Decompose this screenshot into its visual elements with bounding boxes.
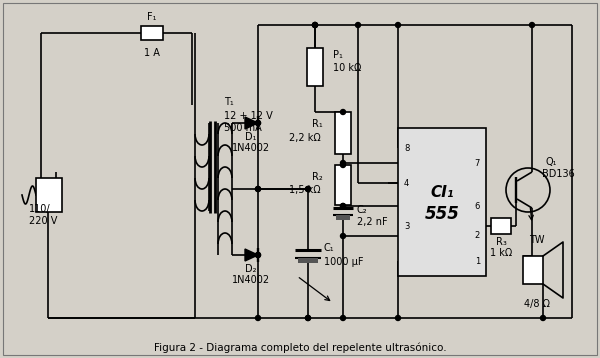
Text: R₂: R₂ — [312, 172, 323, 182]
Text: 4/8 Ω: 4/8 Ω — [524, 299, 550, 309]
Circle shape — [340, 203, 346, 208]
Text: R₁: R₁ — [312, 119, 323, 129]
Text: F₁: F₁ — [147, 12, 157, 22]
Text: CI₁: CI₁ — [430, 184, 454, 199]
Polygon shape — [245, 117, 258, 129]
Bar — [335, 112, 351, 154]
Circle shape — [305, 315, 311, 320]
Bar — [307, 48, 323, 86]
Text: BD136: BD136 — [542, 169, 575, 179]
Text: 1 A: 1 A — [144, 48, 160, 58]
Circle shape — [256, 315, 260, 320]
Bar — [336, 215, 350, 220]
Text: C₁: C₁ — [324, 243, 335, 253]
Text: 1N4002: 1N4002 — [232, 275, 270, 285]
Circle shape — [313, 23, 317, 28]
Circle shape — [305, 187, 311, 192]
Circle shape — [256, 121, 260, 126]
Circle shape — [313, 23, 317, 28]
Circle shape — [529, 23, 535, 28]
Text: D₂: D₂ — [245, 264, 257, 274]
Circle shape — [256, 252, 260, 257]
Bar — [491, 218, 511, 234]
Text: 8: 8 — [404, 144, 409, 153]
Text: Figura 2 - Diagrama completo del repelente ultrasónico.: Figura 2 - Diagrama completo del repelen… — [154, 343, 446, 353]
Text: 4: 4 — [404, 179, 409, 188]
Bar — [298, 258, 318, 263]
Bar — [36, 178, 62, 212]
Circle shape — [340, 163, 346, 168]
Circle shape — [395, 23, 401, 28]
Circle shape — [395, 315, 401, 320]
Text: R₃: R₃ — [496, 237, 506, 247]
Text: 1000 μF: 1000 μF — [324, 257, 364, 267]
Circle shape — [305, 187, 311, 192]
Circle shape — [340, 233, 346, 238]
Text: C₂: C₂ — [357, 205, 368, 215]
Circle shape — [340, 203, 346, 208]
Text: 1,5 kΩ: 1,5 kΩ — [289, 185, 321, 195]
Text: D₁: D₁ — [245, 132, 257, 142]
Circle shape — [340, 160, 346, 165]
Circle shape — [256, 252, 260, 257]
Text: TW: TW — [529, 235, 545, 245]
Circle shape — [340, 315, 346, 320]
Circle shape — [313, 23, 317, 28]
Circle shape — [256, 187, 260, 192]
Text: 3: 3 — [404, 222, 409, 231]
Circle shape — [256, 187, 260, 192]
Text: 7: 7 — [475, 159, 480, 168]
Text: 12 + 12 V: 12 + 12 V — [224, 111, 273, 121]
Text: 1 kΩ: 1 kΩ — [490, 248, 512, 258]
Text: 6: 6 — [475, 202, 480, 211]
Circle shape — [340, 110, 346, 115]
Bar — [335, 165, 351, 205]
Text: 500 mA: 500 mA — [224, 123, 262, 133]
Text: T₁: T₁ — [224, 97, 234, 107]
Text: 110/
220 V: 110/ 220 V — [29, 204, 58, 226]
Polygon shape — [245, 249, 258, 261]
Text: 2,2 kΩ: 2,2 kΩ — [289, 133, 321, 143]
Text: 1: 1 — [475, 256, 480, 266]
Text: 555: 555 — [425, 205, 460, 223]
Circle shape — [355, 23, 361, 28]
Bar — [398, 128, 486, 276]
Bar — [523, 256, 543, 284]
Circle shape — [256, 121, 260, 126]
Text: 1N4002: 1N4002 — [232, 143, 270, 153]
Text: 2,2 nF: 2,2 nF — [357, 217, 388, 227]
Text: 10 kΩ: 10 kΩ — [333, 63, 361, 73]
Text: 2: 2 — [475, 232, 480, 241]
Text: Q₁: Q₁ — [546, 157, 557, 167]
Circle shape — [305, 315, 311, 320]
Text: P₁: P₁ — [333, 50, 343, 60]
Bar — [141, 26, 163, 40]
Circle shape — [541, 315, 545, 320]
